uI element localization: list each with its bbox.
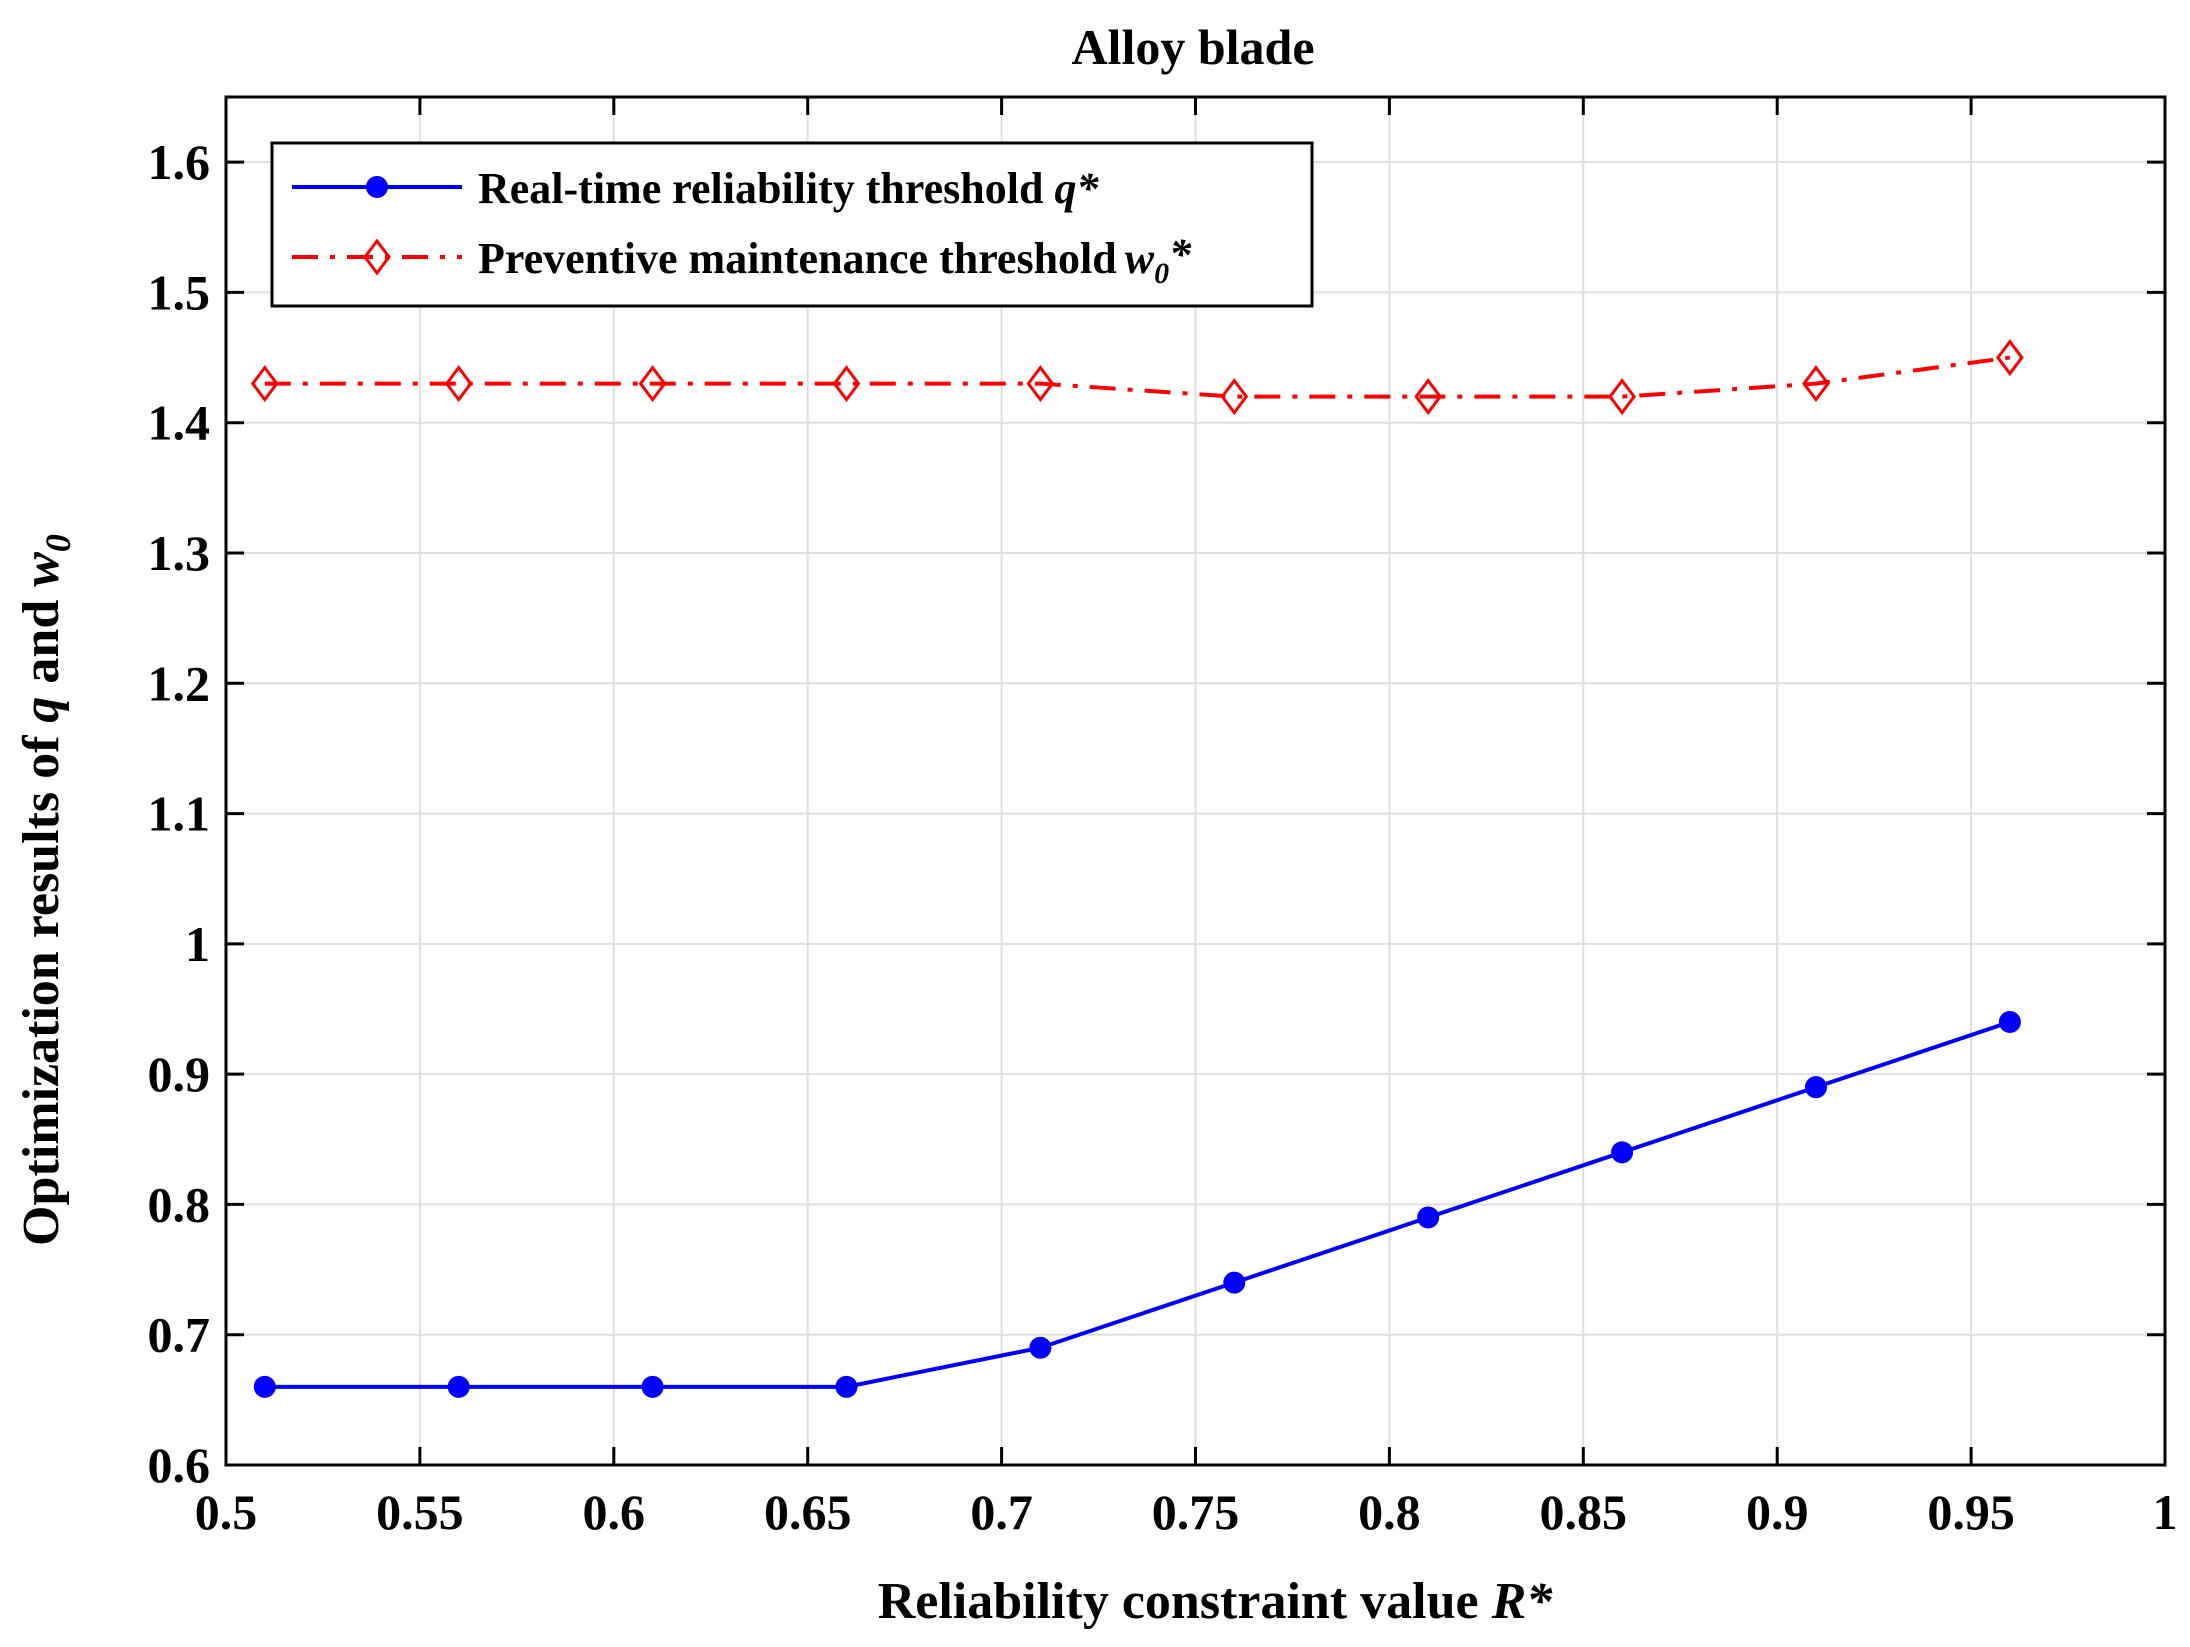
y-axis-label: Optimization results of q and w0 <box>13 534 78 1246</box>
legend-label-w0-var: w <box>1125 234 1155 283</box>
data-point-w0 <box>250 365 279 403</box>
legend-label-w0-star: * <box>1169 230 1192 279</box>
y-axis-label-sub: 0 <box>38 534 78 552</box>
chart-title: Alloy blade <box>1071 19 1314 75</box>
data-point-q <box>1804 1076 1827 1099</box>
data-point-w0 <box>444 365 473 403</box>
x-tick-label: 0.65 <box>764 1484 852 1540</box>
y-tick-label: 0.7 <box>148 1307 211 1363</box>
data-point-w0 <box>1220 378 1249 416</box>
series-layer <box>250 339 2024 1398</box>
data-point-w0 <box>1414 378 1443 416</box>
x-tick-label: 0.95 <box>1927 1484 2015 1540</box>
legend-marker-circle <box>366 176 388 198</box>
y-axis-label-text: Optimization results of <box>13 723 70 1246</box>
y-axis-label-mid: and <box>13 587 70 697</box>
x-tick-label: 0.75 <box>1152 1484 1240 1540</box>
y-tick-label: 1.3 <box>148 525 211 581</box>
y-axis-label-var-q: q <box>13 697 70 723</box>
data-point-w0 <box>1608 378 1636 416</box>
x-axis-label-var: R* <box>1491 1573 1554 1630</box>
x-tick-label: 0.8 <box>1358 1484 1421 1540</box>
data-point-q <box>641 1375 664 1398</box>
data-point-w0 <box>1026 365 1055 403</box>
data-point-w0 <box>1802 365 1830 403</box>
data-point-q <box>253 1375 276 1398</box>
data-point-w0 <box>1996 339 2024 377</box>
y-tick-label: 0.8 <box>148 1176 211 1232</box>
y-tick-label: 1 <box>185 916 210 972</box>
data-point-q <box>1611 1141 1634 1164</box>
legend-box <box>270 141 1314 308</box>
y-tick-label: 0.9 <box>148 1046 211 1102</box>
x-tick-label: 1 <box>2153 1484 2178 1540</box>
y-axis-label-var-w: w <box>13 552 70 587</box>
x-tick-label: 0.9 <box>1746 1484 1809 1540</box>
y-tick-label: 1.5 <box>148 264 211 320</box>
y-tick-label: 1.6 <box>148 134 211 190</box>
x-tick-label: 0.7 <box>970 1484 1033 1540</box>
legend-label-q-var: q* <box>1054 164 1099 213</box>
data-point-w0 <box>832 365 861 403</box>
data-point-q <box>835 1375 858 1398</box>
legend-marker-shape <box>363 238 391 276</box>
series-line-q <box>264 1020 2011 1389</box>
data-point-q <box>1223 1271 1246 1294</box>
x-axis-label: Reliability constraint value R* <box>878 1573 1554 1630</box>
y-tick-label: 1.1 <box>148 786 211 842</box>
legend-marker-shape <box>366 176 388 198</box>
x-tick-label: 0.5 <box>195 1484 258 1540</box>
y-tick-label: 1.4 <box>148 395 211 451</box>
x-tick-label: 0.6 <box>583 1484 646 1540</box>
y-tick-label: 1.2 <box>148 655 211 711</box>
data-point-q <box>447 1375 470 1398</box>
axis-ticks: 0.5 0.55 0.6 0.65 0.7 0.75 0.8 0.85 0.9 0.95 1 0.6 0… <box>148 97 2178 1540</box>
data-point-q <box>1029 1336 1052 1359</box>
data-point-w0 <box>638 365 667 403</box>
legend-marker-diamond <box>363 238 391 276</box>
data-point-q <box>1998 1011 2021 1034</box>
series-line-w0 <box>264 355 2011 399</box>
x-tick-label: 0.85 <box>1540 1484 1628 1540</box>
legend-label-w0-sub: 0 <box>1154 257 1169 290</box>
x-axis-label-text: Reliability constraint value <box>878 1573 1492 1630</box>
legend-label-q-text: Real-time reliability threshold <box>478 164 1054 213</box>
y-tick-label: 0.6 <box>148 1437 211 1493</box>
legend-label-q: Real-time reliability threshold q* <box>478 164 1099 213</box>
x-tick-label: 0.55 <box>376 1484 464 1540</box>
data-point-q <box>1417 1206 1440 1229</box>
legend: Real-time reliability threshold q* Preve… <box>270 141 1314 308</box>
legend-label-w0-text: Preventive maintenance threshold <box>478 234 1117 283</box>
legend-label-w0: Preventive maintenance threshold w0* <box>478 230 1192 290</box>
